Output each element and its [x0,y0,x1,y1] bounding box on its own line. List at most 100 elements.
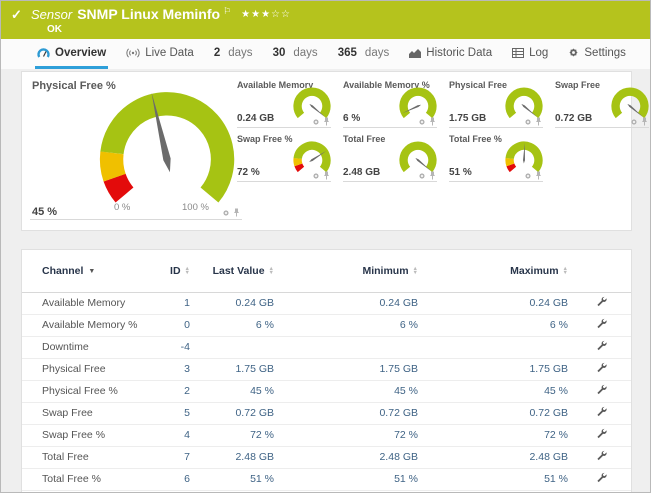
pin-icon[interactable] [641,117,648,126]
gear-icon[interactable] [418,118,426,126]
channel-id: 4 [150,424,194,447]
tab-settings[interactable]: Settings [566,39,628,69]
flag-icon[interactable]: ⚐ [223,6,232,16]
gauge-panel-available-memory-pct[interactable]: Available Memory % 6 % [343,80,437,128]
gauge-dial [611,87,649,119]
tab-live-data[interactable]: Live Data [124,39,196,69]
pin-icon[interactable] [323,117,330,126]
sensor-title: SNMP Linux Meminfo [77,6,221,22]
table-row[interactable]: Available Memory % 0 6 % 6 % 6 % [22,314,631,337]
channel-maximum: 0.72 GB [422,402,572,425]
gear-icon[interactable] [222,209,230,217]
table-row[interactable]: Total Free % 6 51 % 51 % 51 % [22,468,631,491]
gauge-dial [99,92,235,203]
channel-name: Downtime [22,336,150,359]
column-header-maximum[interactable]: Maximum ▲ ▼ [422,250,572,293]
gauge-panel-actions [630,117,648,126]
channels-table-panel: Channel ▼ ID ▲ ▼ Last Value ▲ ▼ Minimum ▲ ▼ Max… [21,249,632,492]
wrench-icon[interactable] [596,450,607,461]
channel-settings-button[interactable] [572,336,631,359]
gear-icon[interactable] [630,118,638,126]
tab-bar: Overview Live Data 2 days 30 days 365 days … [1,39,650,69]
gauge-panel-swap-free-pct[interactable]: Swap Free % 72 % [237,134,331,182]
gauge-value: 0.24 GB [237,113,275,124]
priority-stars[interactable]: ★★★☆☆ [241,9,291,20]
wrench-icon[interactable] [596,384,607,395]
channel-settings-button[interactable] [572,292,631,315]
channel-id: -4 [150,336,194,359]
gauge-panel-total-free-pct[interactable]: Total Free % 51 % [449,134,543,182]
tab-historic-data[interactable]: Historic Data [407,39,494,69]
gauge-panel-available-memory[interactable]: Available Memory 0.24 GB [237,80,331,128]
pin-icon[interactable] [323,171,330,180]
table-row[interactable]: Swap Free 5 0.72 GB 0.72 GB 0.72 GB [22,402,631,425]
table-row[interactable]: Swap Free % 4 72 % 72 % 72 % [22,424,631,447]
column-header-last-value[interactable]: Last Value ▲ ▼ [194,250,278,293]
wrench-icon[interactable] [596,472,607,483]
channel-name: Swap Free [22,402,150,425]
table-header-row: Channel ▼ ID ▲ ▼ Last Value ▲ ▼ Minimum ▲ ▼ Max… [22,250,631,293]
table-row[interactable]: Downtime -4 [22,336,631,359]
channel-id: 0 [150,314,194,337]
pin-icon[interactable] [535,117,542,126]
channel-last-value: 1.75 GB [194,358,278,381]
wrench-icon[interactable] [596,340,607,351]
channel-settings-button[interactable] [572,424,631,447]
channels-table: Channel ▼ ID ▲ ▼ Last Value ▲ ▼ Minimum ▲ ▼ Max… [22,250,631,491]
gear-icon[interactable] [524,172,532,180]
tab-2-days[interactable]: 2 days [213,46,253,59]
gear-icon[interactable] [524,118,532,126]
column-header-id[interactable]: ID ▲ ▼ [150,250,194,293]
wrench-icon[interactable] [596,318,607,329]
tab-overview[interactable]: Overview [35,39,109,69]
channel-id: 1 [150,292,194,315]
channel-last-value: 45 % [194,380,278,403]
tab-log[interactable]: Log [510,39,550,69]
status-check-icon: ✓ [11,7,22,22]
channel-settings-button[interactable] [572,468,631,491]
gauge-title: Physical Free % [32,80,116,92]
pin-icon[interactable] [233,208,240,217]
gauge-panel-physical-free-pct[interactable]: Physical Free % 0 % 100 % 45 % [30,78,242,220]
table-row[interactable]: Physical Free 3 1.75 GB 1.75 GB 1.75 GB [22,358,631,381]
channel-minimum: 6 % [278,314,422,337]
channel-settings-button[interactable] [572,358,631,381]
table-row[interactable]: Available Memory 1 0.24 GB 0.24 GB 0.24 GB [22,292,631,315]
gauge-panel-actions [418,171,436,180]
wrench-icon[interactable] [596,406,607,417]
tab-365-days[interactable]: 365 days [337,46,390,59]
wrench-icon[interactable] [596,428,607,439]
gauge-title: Swap Free [555,80,601,90]
channel-settings-button[interactable] [572,380,631,403]
wrench-icon[interactable] [596,296,607,307]
gauge-panel-total-free[interactable]: Total Free 2.48 GB [343,134,437,182]
pin-icon[interactable] [535,171,542,180]
gauge-value: 1.75 GB [449,113,487,124]
gauge-title: Physical Free [449,80,508,90]
gear-icon[interactable] [418,172,426,180]
channel-name: Available Memory % [22,314,150,337]
gauge-panel-actions [312,117,330,126]
channel-settings-button[interactable] [572,402,631,425]
column-header-channel[interactable]: Channel ▼ [22,250,150,293]
channel-settings-button[interactable] [572,314,631,337]
wrench-icon[interactable] [596,362,607,373]
gauge-panel-swap-free[interactable]: Swap Free 0.72 GB [555,80,649,128]
table-row[interactable]: Physical Free % 2 45 % 45 % 45 % [22,380,631,403]
gauge-title: Swap Free % [237,134,293,144]
gauges-panel: Physical Free % 0 % 100 % 45 % Available… [21,71,649,231]
gear-icon[interactable] [312,172,320,180]
pin-icon[interactable] [429,171,436,180]
gauge-dial [293,141,331,173]
channel-minimum [278,336,422,359]
tab-30-days[interactable]: 30 days [272,46,318,59]
channel-id: 5 [150,402,194,425]
pin-icon[interactable] [429,117,436,126]
channel-settings-button[interactable] [572,446,631,469]
gauge-value: 0.72 GB [555,113,593,124]
gauge-panel-physical-free[interactable]: Physical Free 1.75 GB [449,80,543,128]
table-row[interactable]: Total Free 7 2.48 GB 2.48 GB 2.48 GB [22,446,631,469]
gear-icon[interactable] [312,118,320,126]
column-header-minimum[interactable]: Minimum ▲ ▼ [278,250,422,293]
channel-minimum: 45 % [278,380,422,403]
